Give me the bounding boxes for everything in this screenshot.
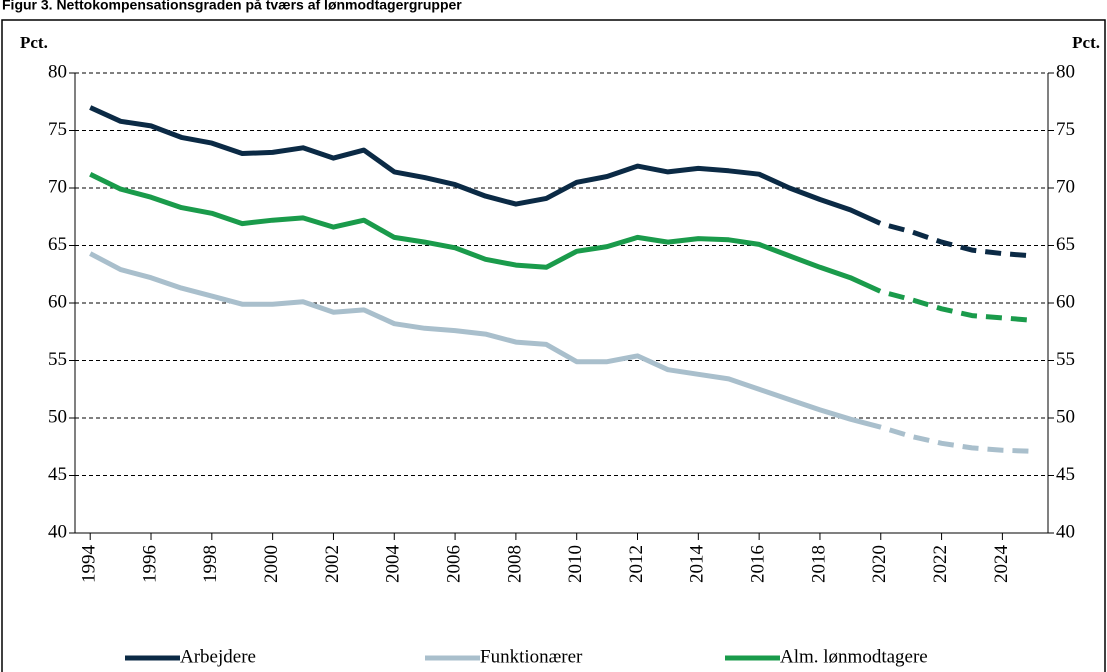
x-tick-label: 2004 <box>383 545 404 584</box>
y-tick-label: 80 <box>48 61 67 82</box>
x-tick-label: 1996 <box>139 545 160 583</box>
y-tick-label: 55 <box>48 349 67 370</box>
x-tick-label: 1994 <box>79 545 100 584</box>
y2-tick-label: 75 <box>1056 119 1075 140</box>
x-tick-label: 2020 <box>869 545 890 583</box>
y2-tick-label: 50 <box>1056 406 1075 427</box>
x-tick-label: 2022 <box>930 545 951 583</box>
y-tick-label: 45 <box>48 464 67 485</box>
y2-tick-label: 60 <box>1056 291 1075 312</box>
series-line <box>89 251 1033 454</box>
frame <box>1 19 1106 672</box>
x-tick-label: 2024 <box>991 545 1012 584</box>
legend-label: Funktionærer <box>480 646 583 667</box>
y2-tick-label: 80 <box>1056 61 1075 82</box>
x-tick-label: 2012 <box>626 545 647 583</box>
y-tick-label: 60 <box>48 291 67 312</box>
legend-label: Arbejdere <box>180 646 256 667</box>
y2-tick-label: 70 <box>1056 176 1075 197</box>
y-tick-label: 50 <box>48 406 67 427</box>
legend-label: Alm. lønmodtagere <box>780 646 928 667</box>
x-tick-label: 2016 <box>748 545 769 583</box>
y-tick-label: 65 <box>48 234 67 255</box>
chart-title: Figur 3. Nettokompensationsgraden på tvæ… <box>2 0 462 13</box>
y-tick-label: 70 <box>48 176 67 197</box>
x-tick-label: 2006 <box>443 545 464 583</box>
series-line <box>89 105 1033 259</box>
y2-tick-label: 65 <box>1056 234 1075 255</box>
y2-tick-label: 45 <box>1056 464 1075 485</box>
y-axis-label: Pct. <box>20 33 48 52</box>
x-tick-label: 2008 <box>504 545 525 583</box>
x-tick-label: 1998 <box>200 545 221 583</box>
y2-tick-label: 40 <box>1056 521 1075 542</box>
x-tick-label: 2018 <box>808 545 829 583</box>
y-tick-label: 40 <box>48 521 67 542</box>
x-tick-label: 2014 <box>687 545 708 584</box>
y2-axis-label: Pct. <box>1072 33 1100 52</box>
x-tick-label: 2010 <box>565 545 586 583</box>
y2-tick-label: 55 <box>1056 349 1075 370</box>
series-line <box>89 171 1033 323</box>
x-tick-label: 2002 <box>322 545 343 583</box>
x-tick-label: 2000 <box>261 545 282 583</box>
y-tick-label: 75 <box>48 119 67 140</box>
